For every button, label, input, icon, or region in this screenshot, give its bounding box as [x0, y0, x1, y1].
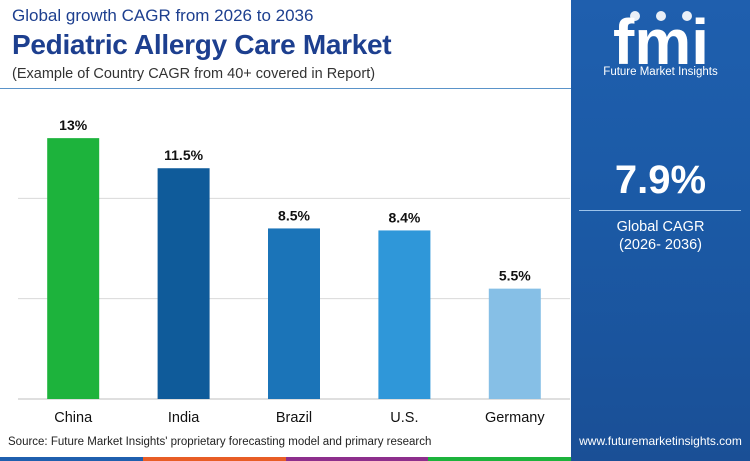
source-note: Source: Future Market Insights' propriet… — [8, 436, 432, 448]
data-label-2: 8.5% — [278, 207, 310, 223]
data-label-3: 8.4% — [388, 209, 420, 225]
bar-4 — [488, 288, 541, 399]
bar-0 — [47, 138, 100, 399]
category-label-0: China — [54, 410, 93, 426]
category-label-2: Brazil — [276, 410, 312, 426]
category-label-1: India — [168, 410, 200, 426]
chart-area: Global growth CAGR from 2026 to 2036 Ped… — [0, 6, 571, 461]
data-label-0: 13% — [59, 117, 88, 133]
accent-strip-segment — [0, 457, 143, 461]
header-rule — [0, 88, 571, 89]
accent-strip-segment — [285, 457, 429, 461]
accent-strip-segment — [428, 457, 571, 461]
cagr-divider — [579, 210, 741, 211]
global-cagr-label: Global CAGR — [616, 219, 705, 235]
category-label-3: U.S. — [390, 410, 418, 426]
sidebar-panel: fmi Future Market Insights 7.9% Global C… — [571, 0, 750, 461]
accent-strip-segment — [142, 457, 286, 461]
data-label-4: 5.5% — [499, 268, 531, 284]
bar-2 — [268, 228, 320, 399]
chart-note: (Example of Country CAGR from 40+ covere… — [12, 66, 376, 82]
global-cagr-period: (2026- 2036) — [618, 237, 703, 253]
bar-1 — [157, 168, 210, 399]
chart-title: Pediatric Allergy Care Market — [12, 29, 392, 60]
fmi-logo: fmi — [613, 6, 709, 78]
global-cagr-value: 7.9% — [614, 158, 707, 202]
website-link[interactable]: www.futuremarketinsights.com — [579, 434, 742, 448]
brand-name: Future Market Insights — [603, 66, 718, 78]
bar-3 — [378, 230, 431, 399]
data-label-1: 11.5% — [164, 147, 203, 163]
accent-strip — [0, 457, 571, 461]
chart-subtitle: Global growth CAGR from 2026 to 2036 — [12, 6, 314, 25]
bar-chart: 13% China 11.5% India 8.5% Brazil 8.4% U.S. 5.5%… — [18, 117, 570, 426]
category-label-4: Germany — [485, 410, 545, 426]
